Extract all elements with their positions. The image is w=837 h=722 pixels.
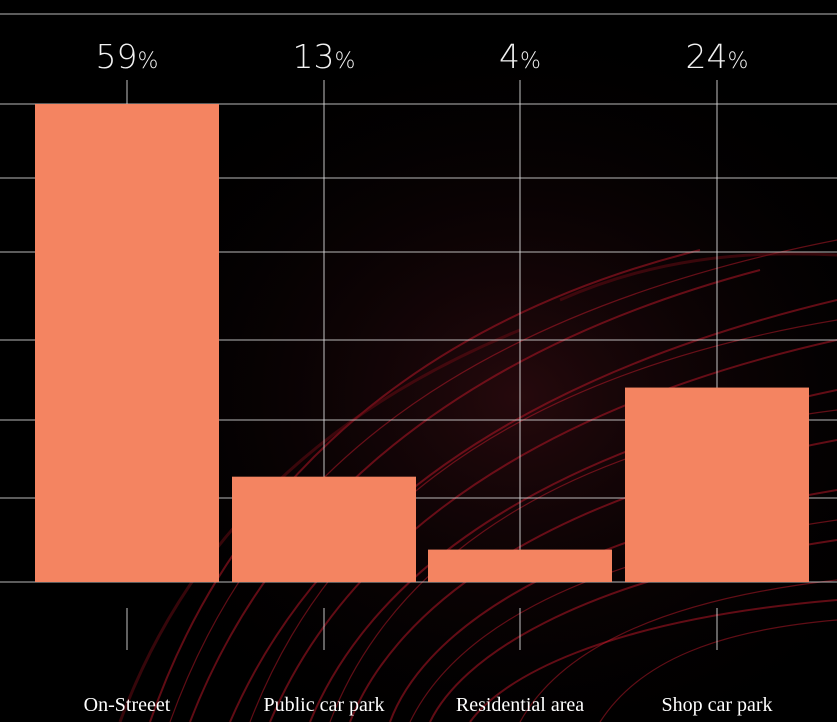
bars	[35, 104, 809, 582]
value-label: 59%	[96, 37, 159, 76]
value-label: 13%	[293, 37, 356, 76]
value-label: 24%	[686, 37, 749, 76]
bar-on-streeet	[35, 104, 219, 582]
value-label: 4%	[499, 37, 541, 76]
bar-residential-area	[428, 549, 612, 582]
category-label: On-Streeet	[84, 694, 171, 716]
category-label: Public car park	[263, 694, 384, 716]
bar-shop-car-park	[625, 387, 809, 582]
category-label: Shop car park	[661, 694, 772, 716]
bar-public-car-park	[232, 476, 416, 582]
category-labels: On-Streeet Public car park Residential are…	[84, 694, 773, 716]
value-labels: 59% 13% 4% 24%	[96, 37, 749, 76]
category-label: Residential area	[456, 694, 584, 716]
